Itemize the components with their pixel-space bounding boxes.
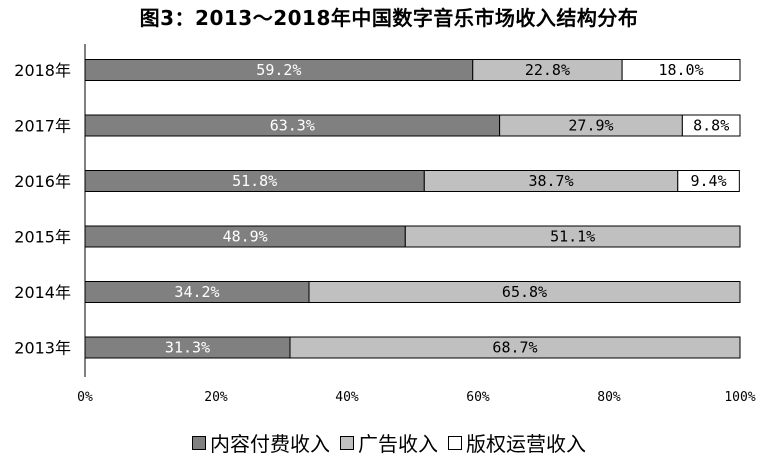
bar-segment-3 [677,170,740,192]
bar-segment-3 [681,114,741,137]
legend-swatch-ads [340,435,354,450]
data-label: 48.9% [223,228,268,246]
category-label: 2013年 [14,339,71,358]
x-tick-label: 100% [724,390,755,405]
category-label: 2014年 [14,283,71,302]
legend-item-ads: 广告收入 [340,428,438,457]
data-label: 22.8% [525,61,570,79]
data-label: 63.3% [270,117,315,135]
category-label: 2015年 [14,228,71,247]
x-tick-label: 60% [466,390,490,405]
legend-item-content: 内容付费收入 [192,428,330,457]
chart-title: 图3：2013～2018年中国数字音乐市场收入结构分布 [139,6,639,30]
data-label: 34.2% [174,283,219,301]
data-label: 8.8% [693,117,729,135]
category-label: 2016年 [14,172,71,191]
x-tick-label: 40% [335,390,359,405]
data-label: 31.3% [165,339,210,357]
bar-segment-2 [289,336,741,359]
data-label: 65.8% [502,283,547,301]
legend: 内容付费收入 广告收入 版权运营收入 [0,428,778,457]
category-label: 2017年 [14,117,71,136]
bar-segment-2 [308,281,741,303]
legend-label-ads: 广告收入 [358,432,438,456]
bar-segment-3 [621,59,741,81]
data-label: 68.7% [492,339,537,357]
legend-label-copyright: 版权运营收入 [466,432,586,456]
data-label: 59.2% [256,61,301,79]
legend-label-content: 内容付费收入 [210,432,330,456]
stacked-bar-chart: 59.2% 22.8% 18.0% 2018年 63.3% 27.9% 8.8% 2017年 5… [14,44,756,405]
bar-segment-2 [404,225,741,248]
category-label: 2018年 [14,61,71,80]
legend-swatch-content [192,435,206,450]
legend-item-copyright: 版权运营收入 [448,428,586,457]
x-tick-label: 20% [204,390,228,405]
data-label: 51.8% [232,172,277,190]
x-tick-label: 80% [597,390,621,405]
data-label: 51.1% [550,228,595,246]
data-label: 9.4% [690,172,726,190]
legend-swatch-copyright [448,435,462,450]
data-label: 38.7% [528,172,573,190]
data-label: 18.0% [658,61,703,79]
data-label: 27.9% [568,117,613,135]
x-tick-label: 0% [77,390,93,405]
